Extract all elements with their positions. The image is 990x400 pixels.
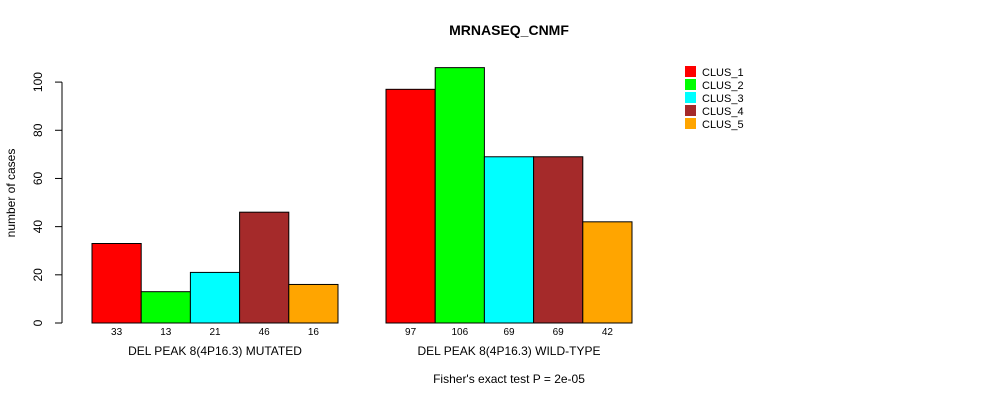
bar (483, 156, 535, 324)
group-label: DEL PEAK 8(4P16.3) MUTATED (128, 344, 302, 358)
legend-swatch (685, 118, 696, 129)
y-tick-label: 100 (31, 72, 45, 92)
bar-value-label: 21 (209, 327, 221, 338)
legend-label: CLUS_2 (702, 80, 744, 92)
bar (533, 156, 584, 324)
bar-value-label: 46 (259, 327, 271, 338)
bar (434, 67, 485, 324)
legend-swatch (685, 79, 696, 90)
value-labels: 33 13 21 46 16 97 106 69 69 42 (111, 327, 613, 338)
chart-title: MRNASEQ_CNMF (449, 22, 569, 38)
bar (239, 211, 290, 324)
bar (288, 283, 339, 324)
legend-label: CLUS_1 (702, 67, 744, 79)
bar-value-label: 16 (308, 327, 320, 338)
bar-value-label: 69 (553, 327, 565, 338)
bar-value-label: 97 (405, 327, 417, 338)
legend-swatch (685, 105, 696, 116)
bar-value-label: 106 (451, 327, 468, 338)
y-axis: 0 20 40 60 80 100 (31, 72, 63, 326)
legend-label: CLUS_3 (702, 93, 744, 105)
y-tick-label: 40 (31, 220, 45, 234)
bar (582, 221, 633, 324)
group-labels: DEL PEAK 8(4P16.3) MUTATED DEL PEAK 8(4P1… (128, 344, 600, 358)
y-tick-label: 0 (31, 319, 45, 326)
y-axis-label: number of cases (4, 149, 18, 238)
bar (385, 88, 436, 324)
bar-value-label: 42 (602, 327, 614, 338)
y-tick-label: 20 (31, 268, 45, 282)
bar (140, 291, 191, 324)
bar (189, 271, 241, 324)
bars (91, 67, 633, 324)
bar (91, 243, 142, 324)
legend-swatch (685, 92, 696, 103)
legend-label: CLUS_5 (702, 119, 744, 131)
legend-label: CLUS_4 (702, 106, 744, 118)
y-tick-label: 80 (31, 123, 45, 137)
bar-value-label: 13 (160, 327, 172, 338)
bar-value-label: 69 (503, 327, 515, 338)
footnote: Fisher's exact test P = 2e-05 (433, 372, 585, 386)
y-tick-label: 60 (31, 171, 45, 185)
group-label: DEL PEAK 8(4P16.3) WILD-TYPE (418, 344, 601, 358)
bar-value-label: 33 (111, 327, 123, 338)
legend-swatch (685, 66, 696, 77)
